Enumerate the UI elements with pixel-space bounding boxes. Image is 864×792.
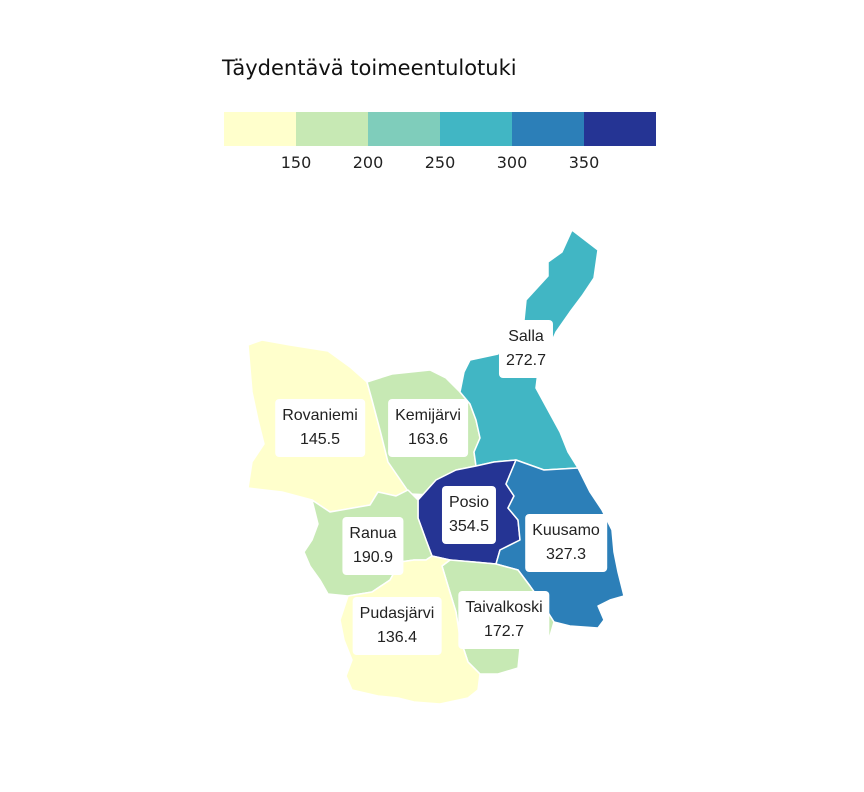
- region-value: 272.7: [505, 352, 547, 369]
- legend-tick: 250: [424, 153, 456, 172]
- region-name: Taivalkoski: [465, 599, 543, 616]
- region-value: 145.5: [299, 431, 341, 448]
- region-name: Pudasjärvi: [359, 605, 435, 622]
- region-label-rovaniemi: Rovaniemi 145.5: [275, 399, 365, 457]
- region-label-kemijarvi: Kemijärvi 163.6: [388, 399, 468, 457]
- region-label-posio: Posio 354.5: [441, 486, 497, 544]
- legend-tick: 300: [496, 153, 528, 172]
- region-name: Posio: [448, 494, 490, 511]
- legend-swatch-4: [440, 112, 512, 146]
- region-label-kuusamo: Kuusamo 327.3: [525, 514, 607, 572]
- region-name: Rovaniemi: [282, 407, 358, 424]
- region-value: 136.4: [376, 629, 418, 646]
- region-name: Kuusamo: [532, 522, 600, 539]
- region-name: Salla: [508, 328, 544, 345]
- region-name: Kemijärvi: [395, 407, 461, 424]
- legend-swatch-6: [584, 112, 656, 146]
- legend-tick: 350: [568, 153, 600, 172]
- region-value: 190.9: [352, 549, 394, 566]
- legend-swatch-3: [368, 112, 440, 146]
- legend-tick: 200: [352, 153, 384, 172]
- region-value: 172.7: [483, 623, 525, 640]
- legend-swatch-2: [296, 112, 368, 146]
- region-label-taivalkoski: Taivalkoski 172.7: [458, 591, 550, 649]
- region-value: 327.3: [545, 546, 587, 563]
- legend-color-bar: [224, 112, 656, 146]
- legend-swatch-5: [512, 112, 584, 146]
- region-value: 163.6: [407, 431, 449, 448]
- region-value: 354.5: [448, 518, 490, 535]
- legend-swatch-1: [224, 112, 296, 146]
- region-label-pudasjarvi: Pudasjärvi 136.4: [352, 597, 442, 655]
- legend-title: Täydentävä toimeentulotuki: [222, 56, 517, 80]
- region-label-salla: Salla 272.7: [498, 320, 554, 378]
- region-label-ranua: Ranua 190.9: [342, 517, 404, 575]
- region-name: Ranua: [349, 525, 397, 542]
- legend-tick: 150: [280, 153, 312, 172]
